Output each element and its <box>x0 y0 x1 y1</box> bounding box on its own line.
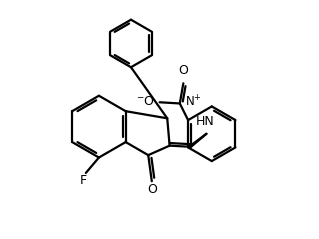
Text: O: O <box>178 64 188 77</box>
Text: F: F <box>80 174 87 187</box>
Text: O: O <box>147 183 157 196</box>
Text: HN: HN <box>196 115 215 128</box>
Text: $^{-}$O: $^{-}$O <box>137 95 155 108</box>
Text: N$^{+}$: N$^{+}$ <box>185 95 202 110</box>
